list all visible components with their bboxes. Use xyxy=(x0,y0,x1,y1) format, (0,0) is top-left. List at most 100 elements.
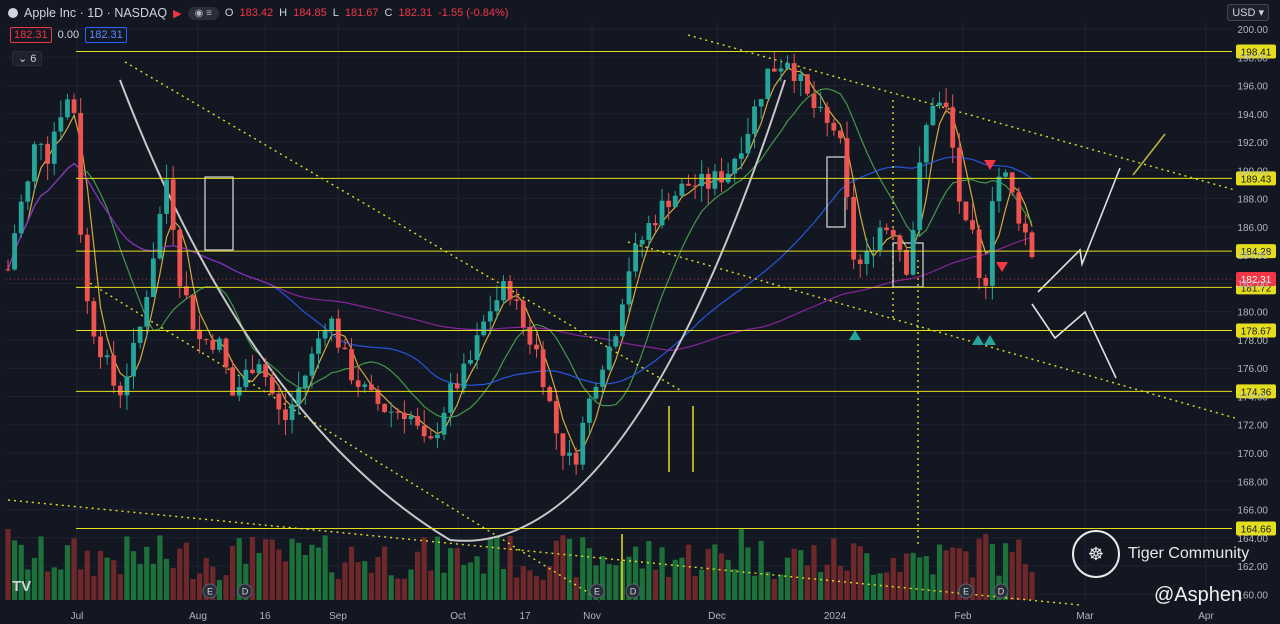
candle-body xyxy=(316,338,321,354)
candle-body xyxy=(355,380,361,387)
candle-body xyxy=(877,227,883,251)
volume-bar xyxy=(269,539,275,600)
y-tick-label: 174.00 xyxy=(1237,392,1268,403)
candle-body xyxy=(487,311,493,322)
volume-bar xyxy=(989,543,995,600)
candle-body xyxy=(45,143,51,164)
volume-bar xyxy=(606,564,612,600)
volume-bar xyxy=(738,528,744,600)
currency-label: USD xyxy=(1232,7,1256,19)
y-tick-label: 198.00 xyxy=(1237,53,1268,64)
volume-bar xyxy=(507,536,513,600)
current-price-tag xyxy=(1236,272,1276,287)
candle-body xyxy=(798,74,804,81)
open-label: O xyxy=(224,7,234,19)
price-axis: 160.00 162.00 164.00 166.00 168.00 170.00 172.… xyxy=(1237,25,1268,601)
candle-body xyxy=(804,74,810,94)
candle-body xyxy=(950,107,956,148)
low-value: 181.67 xyxy=(344,7,379,19)
y-tick-label: 182.00 xyxy=(1237,279,1268,290)
candle-body xyxy=(117,385,123,396)
volume-bar xyxy=(533,575,540,600)
low-label: L xyxy=(332,7,339,19)
candle-body xyxy=(996,176,1002,202)
price-level-tag xyxy=(1236,323,1276,338)
x-tick-label: Mar xyxy=(1076,611,1094,622)
volume-bar xyxy=(725,559,731,600)
volume-bar xyxy=(177,548,183,600)
indicator-toggle[interactable]: ⌄ 6 xyxy=(12,51,43,66)
change-value: -1.55 (-0.84%) xyxy=(438,7,509,19)
volume-bar xyxy=(956,548,962,600)
candle-body xyxy=(183,286,189,296)
volume-bar xyxy=(230,545,236,600)
volume-bar xyxy=(487,538,493,600)
candle-body xyxy=(970,220,975,230)
symbol-title[interactable]: Apple Inc · 1D · NASDAQ xyxy=(24,6,168,20)
candle-body xyxy=(838,130,843,139)
candle-body xyxy=(78,112,84,235)
candle-body xyxy=(250,369,255,374)
x-tick-label: 2024 xyxy=(824,611,847,622)
candle-body xyxy=(507,281,513,300)
volume-bar xyxy=(652,569,659,600)
highlight-box xyxy=(826,156,846,228)
candle-body xyxy=(415,416,420,426)
volume-bar xyxy=(983,533,989,600)
volume-bar xyxy=(104,557,110,600)
y-tick-label: 162.00 xyxy=(1237,562,1268,573)
candle-body xyxy=(362,384,368,387)
candle-body xyxy=(606,346,612,370)
candle-body xyxy=(699,173,705,187)
volume-bar xyxy=(851,543,857,600)
candle-body xyxy=(613,336,619,347)
candle-body xyxy=(884,227,890,231)
volume-bar xyxy=(692,576,698,600)
volume-bar xyxy=(71,538,77,600)
volume-bar xyxy=(137,563,143,600)
ask-box[interactable]: 182.31 xyxy=(85,27,127,43)
candle-body xyxy=(666,200,672,208)
candle-body xyxy=(375,389,381,404)
volume-bar xyxy=(547,566,553,600)
currency-selector[interactable]: USD ▾ xyxy=(1227,4,1269,21)
candle-body xyxy=(1022,223,1028,233)
volume-bar xyxy=(64,545,71,600)
volume-bar xyxy=(593,565,599,600)
candle-body xyxy=(428,436,434,439)
volume-bar xyxy=(514,577,520,600)
volume-bar xyxy=(91,575,97,600)
close-value: 182.31 xyxy=(398,7,433,19)
y-tick-label: 184.00 xyxy=(1237,251,1268,262)
x-tick-label: Apr xyxy=(1198,611,1214,622)
candle-body xyxy=(329,318,335,330)
volume-bar xyxy=(448,548,454,600)
candle-body xyxy=(976,229,982,278)
bid-ask-row: 182.31 0.00 182.31 xyxy=(10,27,127,43)
candle-body xyxy=(646,223,652,240)
price-level-label: 184.28 xyxy=(1241,247,1272,258)
volume-bar xyxy=(408,569,414,600)
price-level-tag xyxy=(1236,384,1276,399)
flag-icon[interactable]: ▶ xyxy=(173,7,182,20)
volume-bar xyxy=(111,560,117,600)
volume-bar xyxy=(646,541,652,600)
volume-bar xyxy=(12,540,18,600)
visibility-toggle[interactable]: ◉ ≡ xyxy=(187,6,219,20)
y-tick-label: 180.00 xyxy=(1237,308,1268,319)
event-marker xyxy=(625,583,641,599)
candle-body xyxy=(32,144,37,182)
candle-body xyxy=(639,239,645,245)
candle-body xyxy=(283,409,288,421)
candle-body xyxy=(811,93,817,109)
candle-body xyxy=(177,229,183,287)
candle-body xyxy=(732,158,738,174)
volume-bar xyxy=(415,551,421,600)
sell-arrow-icon xyxy=(984,160,996,170)
candle-body xyxy=(679,183,685,196)
candle-body xyxy=(659,200,665,226)
volume-bar xyxy=(943,550,949,600)
volume-bar xyxy=(633,546,639,600)
bid-box[interactable]: 182.31 xyxy=(10,27,52,43)
